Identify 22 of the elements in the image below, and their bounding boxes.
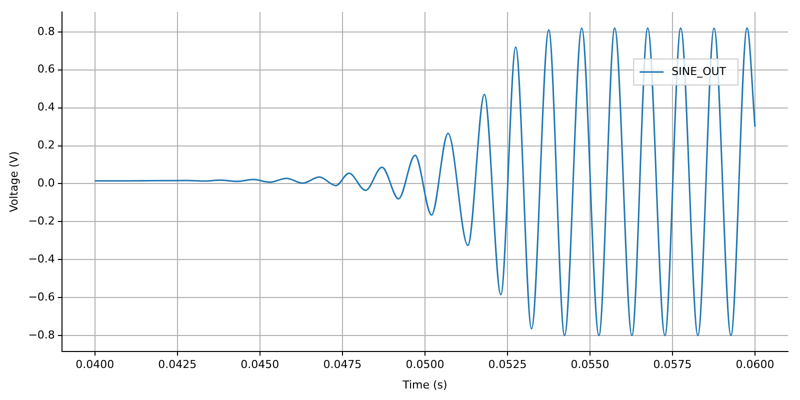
x-axis-title: Time (s) — [402, 378, 448, 392]
y-tick-label: −0.2 — [28, 214, 55, 228]
x-tick-label: 0.0550 — [570, 358, 610, 372]
y-tick-label: 0.2 — [37, 138, 55, 152]
x-tick-label: 0.0600 — [736, 358, 774, 372]
y-tick-label: −0.6 — [28, 290, 55, 304]
legend-label: SINE_OUT — [672, 64, 726, 78]
y-tick-label: 0.8 — [37, 24, 55, 38]
x-tick-label: 0.0475 — [323, 358, 362, 372]
line-series — [94, 27, 756, 336]
x-tick-label: 0.0525 — [488, 358, 527, 372]
x-tick-label: 0.0450 — [240, 358, 280, 372]
x-tick-label: 0.0575 — [653, 358, 692, 372]
x-tick-label: 0.0400 — [76, 358, 114, 372]
y-axis-title: Voltage (V) — [7, 151, 20, 212]
y-tick-label: 0.0 — [37, 176, 55, 190]
x-tick-label: 0.0425 — [158, 358, 197, 372]
y-tick-label: 0.6 — [37, 62, 55, 76]
y-tick-label: −0.4 — [28, 252, 55, 266]
x-tick-label: 0.0500 — [406, 358, 444, 372]
y-tick-label: 0.4 — [37, 100, 55, 114]
y-tick-label: −0.8 — [28, 328, 55, 342]
